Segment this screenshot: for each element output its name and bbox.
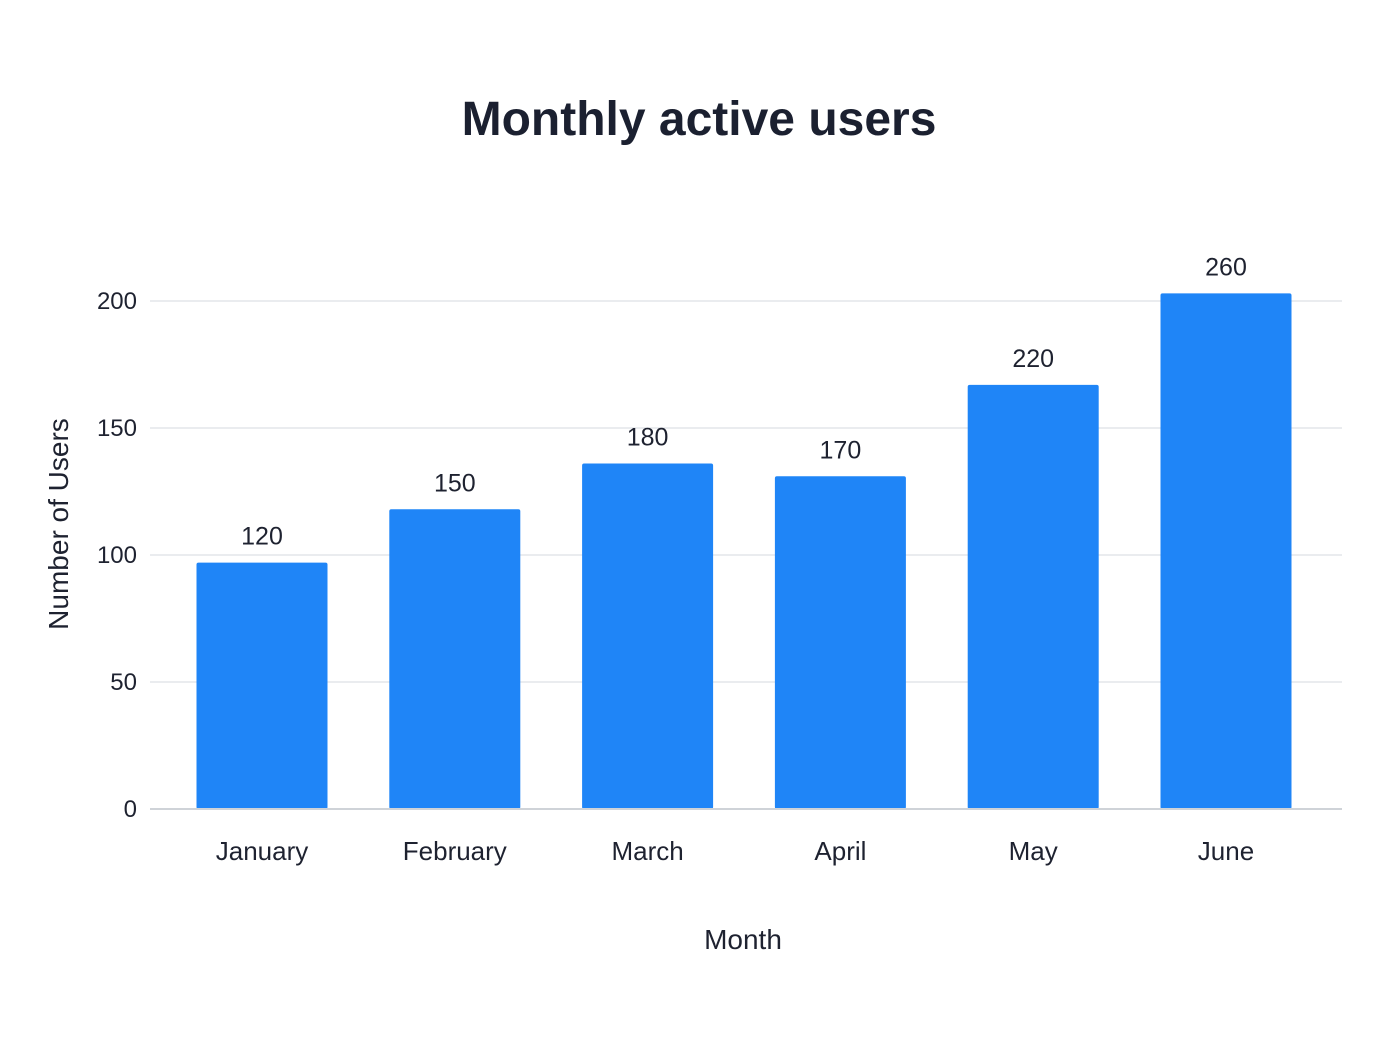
data-label: 180 [627, 424, 669, 452]
y-axis-ticks: 0 50 100 150 200 [97, 288, 137, 823]
data-labels: 120 150 180 170 220 260 [241, 253, 1247, 550]
y-tick-label: 150 [97, 415, 137, 442]
x-tick-label: March [611, 836, 683, 866]
data-label: 220 [1012, 345, 1054, 373]
x-axis-ticks: January February March April May June [216, 836, 1254, 866]
data-label: 150 [434, 469, 476, 497]
y-tick-label: 100 [97, 542, 137, 569]
y-tick-label: 50 [110, 669, 137, 696]
bars [196, 293, 1292, 809]
gridlines [150, 300, 1342, 683]
bar-february [389, 509, 521, 809]
data-label: 170 [820, 436, 862, 464]
data-label: 260 [1205, 253, 1247, 281]
y-axis-title: Number of Users [43, 418, 74, 630]
bar-may [967, 384, 1099, 809]
bar-june [1160, 293, 1292, 809]
x-tick-label: April [814, 836, 866, 866]
x-tick-label: January [216, 836, 309, 866]
bar-january [196, 562, 328, 809]
x-tick-label: May [1009, 836, 1058, 866]
chart-title: Monthly active users [462, 93, 937, 146]
y-tick-label: 0 [124, 796, 137, 823]
data-label: 120 [241, 523, 283, 551]
y-tick-label: 200 [97, 288, 137, 315]
x-axis-title: Month [704, 924, 782, 955]
x-tick-label: February [403, 836, 507, 866]
x-tick-label: June [1198, 836, 1254, 866]
bar-april [774, 476, 906, 809]
bar-march [582, 463, 714, 809]
